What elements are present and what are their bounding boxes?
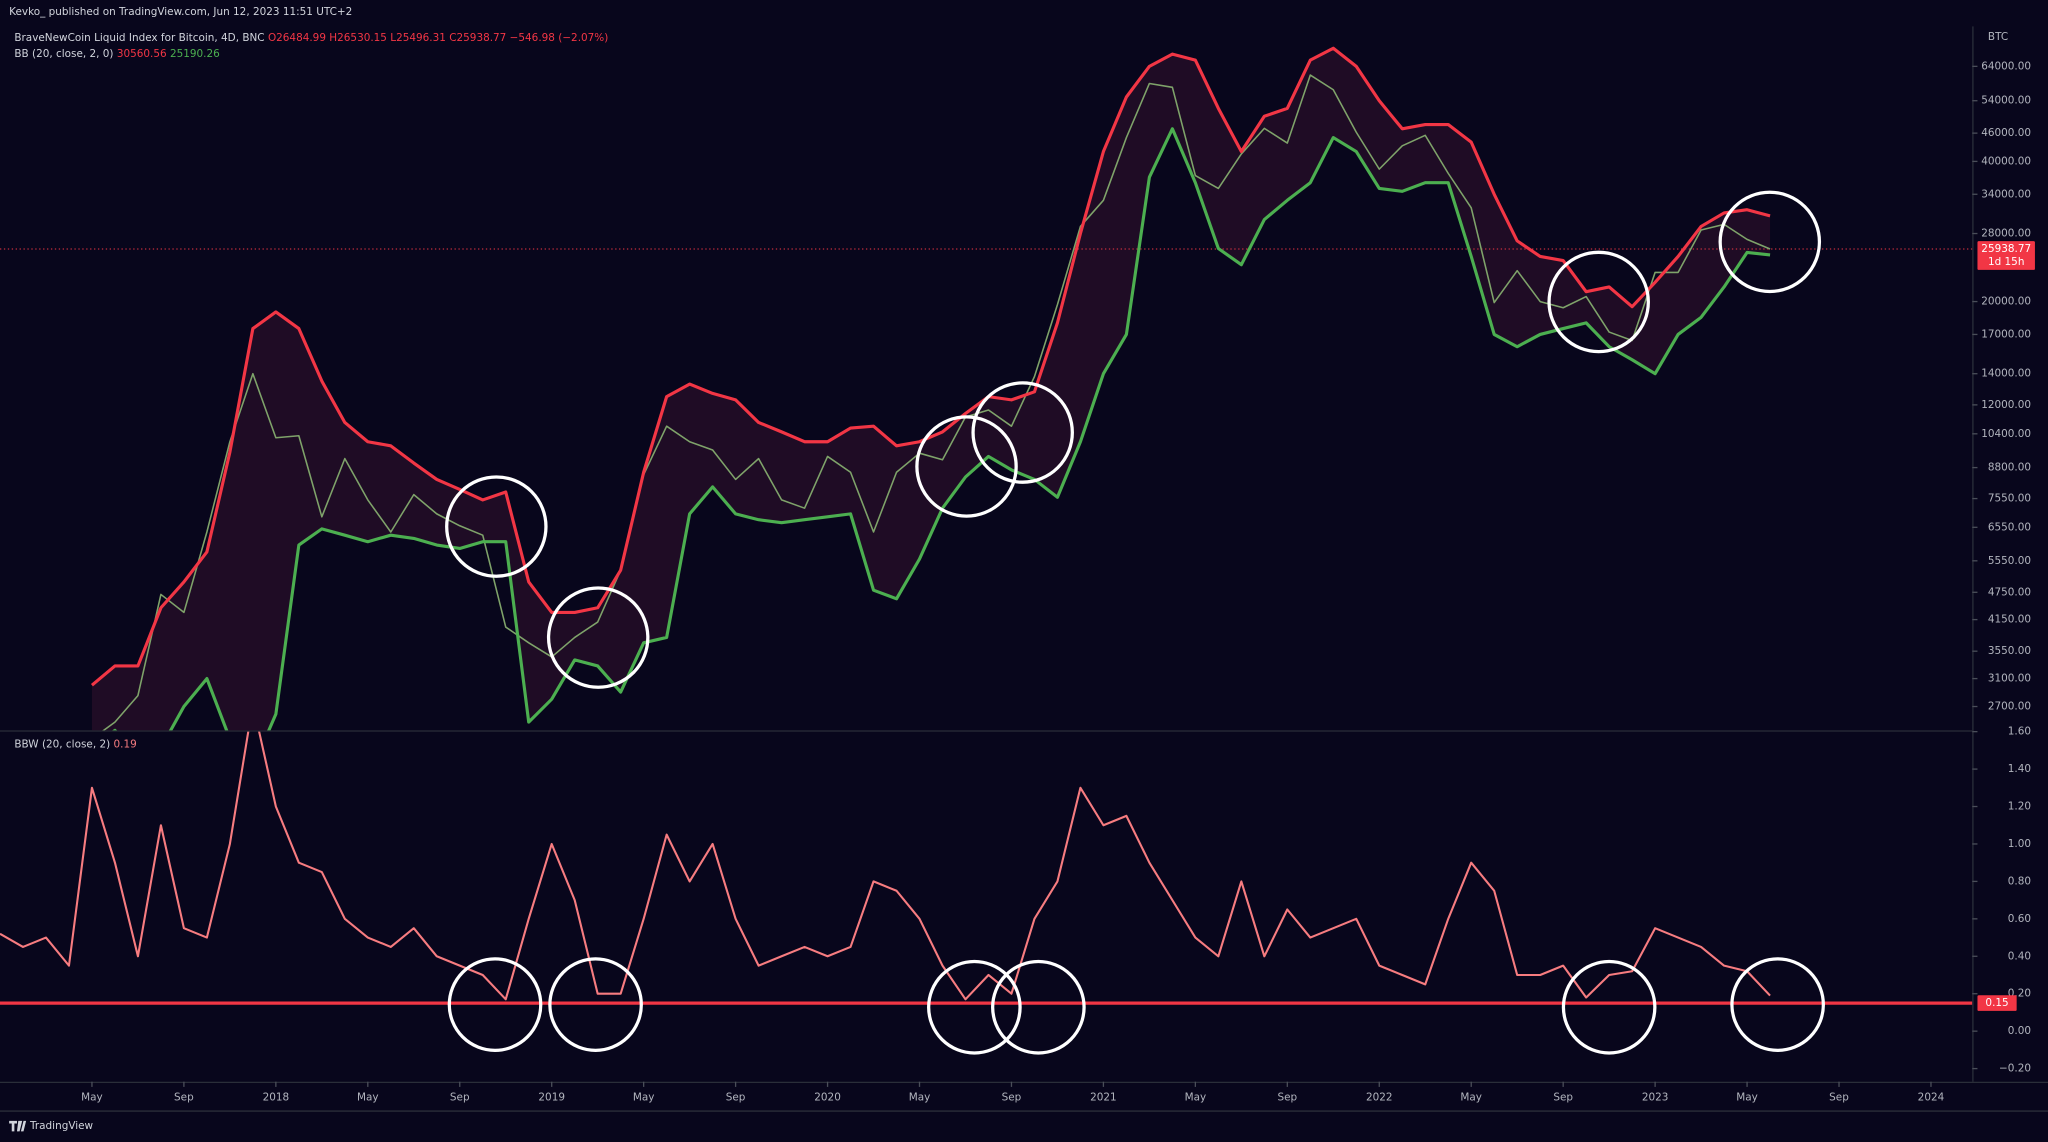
countdown: 1d 15h bbox=[1988, 256, 2024, 268]
ohlc: O26484.99 bbox=[268, 32, 326, 44]
x-tick-label: 2022 bbox=[1366, 1091, 1393, 1103]
y-tick-label: 3100.00 bbox=[1988, 673, 2031, 685]
y-tick-label: 0.80 bbox=[2008, 875, 2031, 887]
annotation-circle bbox=[447, 957, 543, 1052]
axes: 2700.00 3100.00 3550.00 4150.00 4750.00 5550.… bbox=[81, 60, 2035, 1103]
symbol: BraveNewCoin Liquid Index for Bitcoin, 4… bbox=[14, 32, 264, 44]
annotation-circle bbox=[971, 381, 1074, 484]
annotation-circle bbox=[1718, 190, 1822, 294]
y-tick-label: 4150.00 bbox=[1988, 614, 2031, 626]
x-tick-label: Sep bbox=[1277, 1091, 1297, 1103]
y-tick-label: 3550.00 bbox=[1988, 645, 2031, 657]
y-tick-label: 64000.00 bbox=[1981, 60, 2031, 72]
x-tick-label: May bbox=[1736, 1091, 1758, 1103]
price-badge-text: 25938.77 bbox=[1981, 243, 2031, 255]
y-tick-label: 1.00 bbox=[2008, 838, 2031, 850]
bbw-legend: BBW (20, close, 2) 0.19 bbox=[14, 739, 136, 751]
y-tick-label: 5550.00 bbox=[1988, 555, 2031, 567]
y-tick-label: 17000.00 bbox=[1981, 328, 2031, 340]
bb-upper: 30560.56 bbox=[117, 48, 167, 60]
series-line bbox=[90, 46, 1771, 687]
x-tick-label: 2024 bbox=[1918, 1091, 1945, 1103]
brand: TradingView bbox=[29, 1120, 94, 1132]
bbw-pane bbox=[0, 731, 1973, 1005]
annotation-circle bbox=[445, 475, 548, 578]
y-tick-label: 0.40 bbox=[2008, 950, 2031, 962]
y-tick-label: 2700.00 bbox=[1988, 701, 2031, 713]
y-tick-label: 12000.00 bbox=[1981, 399, 2031, 411]
reference-badge bbox=[1977, 995, 2017, 1011]
x-tick-label: May bbox=[81, 1091, 103, 1103]
band-fill bbox=[91, 48, 1771, 731]
y-tick-label: 46000.00 bbox=[1981, 127, 2031, 139]
x-tick-label: May bbox=[633, 1091, 655, 1103]
y-tick-label: 1.40 bbox=[2008, 763, 2031, 775]
annotation-circle bbox=[1547, 250, 1650, 354]
author-line: Kevko_ published on TradingView.com, Jun… bbox=[9, 6, 352, 18]
y-tick-label: −0.20 bbox=[1999, 1063, 2031, 1075]
annotations bbox=[445, 190, 1825, 1055]
y-tick-label: 6550.00 bbox=[1988, 521, 2031, 533]
annotation-circle bbox=[915, 415, 1018, 518]
series-line bbox=[112, 127, 1771, 731]
y-tick-label: 1.60 bbox=[2008, 726, 2031, 738]
ohlc: L25496.31 bbox=[390, 32, 446, 44]
price-pane bbox=[0, 46, 1973, 731]
reference-label: 0.15 bbox=[1985, 997, 2008, 1009]
y-tick-label: 54000.00 bbox=[1981, 95, 2031, 107]
y-tick-label: 8800.00 bbox=[1988, 462, 2031, 474]
bbw-value: 0.19 bbox=[114, 739, 137, 751]
y-tick-label: 1.20 bbox=[2008, 801, 2031, 813]
legend-row: BraveNewCoin Liquid Index for Bitcoin, 4… bbox=[14, 32, 608, 44]
y-tick-label: 28000.00 bbox=[1981, 228, 2031, 240]
currency: BTC bbox=[1988, 31, 2008, 43]
y-tick-label: 10400.00 bbox=[1981, 428, 2031, 440]
annotation-circle bbox=[991, 959, 1086, 1055]
ohlc: C25938.77 bbox=[449, 32, 506, 44]
y-tick-label: 20000.00 bbox=[1981, 296, 2031, 308]
annotation-circle bbox=[1730, 957, 1825, 1052]
bb-lower: 25190.26 bbox=[170, 48, 220, 60]
bb-legend: BB (20, close, 2, 0) 30560.56 25190.26 bbox=[14, 48, 219, 60]
x-tick-label: Sep bbox=[1553, 1091, 1573, 1103]
x-tick-label: 2023 bbox=[1642, 1091, 1669, 1103]
annotation-circle bbox=[927, 959, 1022, 1055]
bbw-name: BBW (20, close, 2) bbox=[14, 739, 110, 751]
x-tick-label: May bbox=[1185, 1091, 1207, 1103]
x-tick-label: May bbox=[1460, 1091, 1482, 1103]
annotation-circle bbox=[546, 586, 650, 689]
x-tick-label: 2019 bbox=[538, 1091, 565, 1103]
x-tick-label: Sep bbox=[1829, 1091, 1849, 1103]
ohlc: H26530.15 bbox=[329, 32, 387, 44]
y-tick-label: 34000.00 bbox=[1981, 188, 2031, 200]
x-tick-label: Sep bbox=[450, 1091, 470, 1103]
x-tick-label: 2018 bbox=[263, 1091, 290, 1103]
x-tick-label: 2020 bbox=[814, 1091, 841, 1103]
y-tick-label: 0.60 bbox=[2008, 913, 2031, 925]
y-tick-label: 4750.00 bbox=[1988, 586, 2031, 598]
x-tick-label: Sep bbox=[174, 1091, 194, 1103]
series-line bbox=[102, 74, 1771, 731]
change: −546.98 (−2.07%) bbox=[510, 32, 609, 44]
annotation-circle bbox=[548, 957, 643, 1052]
y-tick-label: 7550.00 bbox=[1988, 493, 2031, 505]
series-line bbox=[0, 731, 1771, 1001]
y-tick-label: 14000.00 bbox=[1981, 368, 2031, 380]
y-tick-label: 40000.00 bbox=[1981, 155, 2031, 167]
x-tick-label: Sep bbox=[726, 1091, 746, 1103]
x-tick-label: Sep bbox=[1002, 1091, 1022, 1103]
x-tick-label: May bbox=[357, 1091, 379, 1103]
x-tick-label: May bbox=[909, 1091, 931, 1103]
price-badge bbox=[1977, 241, 2035, 270]
x-tick-label: 2021 bbox=[1090, 1091, 1117, 1103]
bb-name: BB (20, close, 2, 0) bbox=[14, 48, 113, 60]
annotation-circle bbox=[1561, 959, 1657, 1055]
y-tick-label: 0.00 bbox=[2008, 1025, 2031, 1037]
